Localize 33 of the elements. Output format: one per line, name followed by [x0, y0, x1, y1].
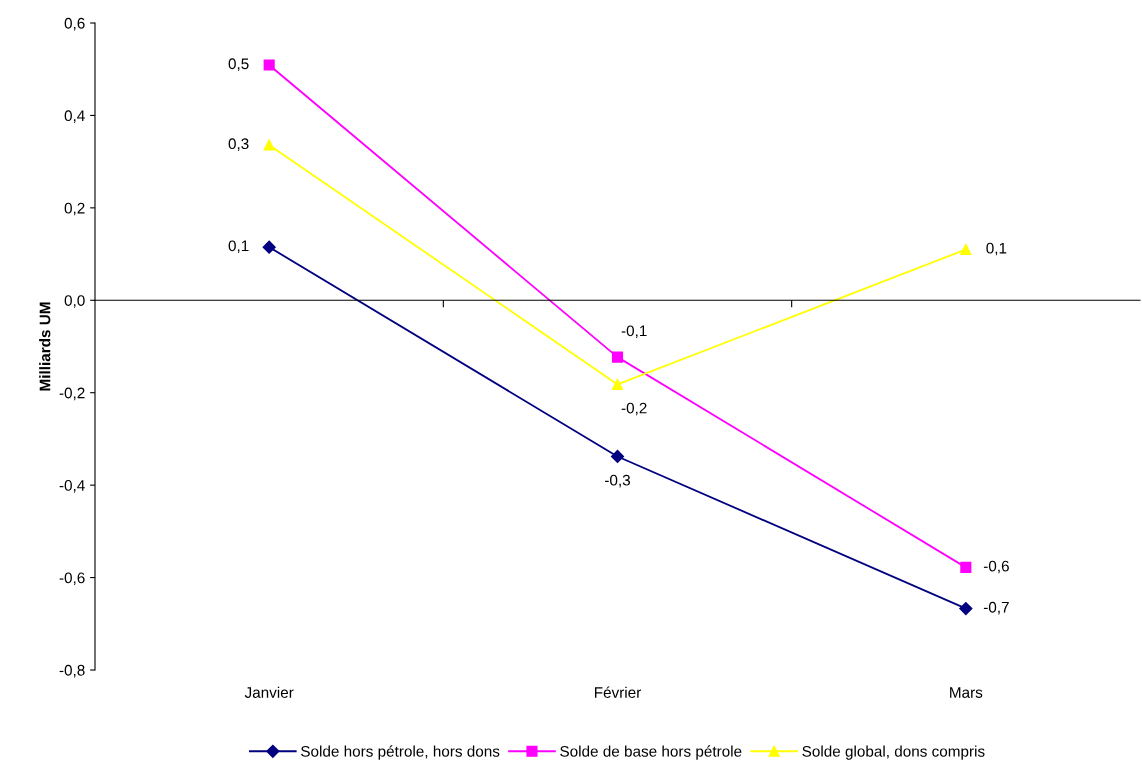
x-tick-label: Janvier [244, 686, 294, 698]
y-axis-title: Milliards UM [39, 302, 51, 391]
y-tick-label: -0,4 [59, 480, 85, 493]
point [262, 240, 276, 254]
data-label: 0,1 [986, 242, 1007, 256]
x-tick-label: Février [594, 686, 642, 698]
point [960, 561, 972, 573]
point [263, 139, 275, 151]
data-label: -0,7 [983, 601, 1009, 615]
data-label: 0,3 [228, 138, 249, 151]
point [960, 243, 972, 256]
x-tick-label: Mars [950, 687, 983, 698]
data-label: 0,1 [228, 240, 249, 254]
y-tick-label: 0,6 [64, 17, 85, 31]
point [611, 378, 624, 390]
y-tick-label: 0,0 [64, 295, 85, 308]
data-label: -0,2 [621, 402, 647, 416]
data-label: -0,3 [605, 474, 630, 488]
y-tick-label: -0,6 [59, 572, 85, 586]
point [610, 449, 625, 464]
point [959, 601, 973, 616]
y-tick-label: 0,4 [64, 110, 85, 123]
y-tick-label: 0,2 [64, 202, 85, 216]
legend-label: Solde global, dons compris [802, 745, 985, 760]
data-label: -0,6 [983, 560, 1009, 574]
y-tick-label: -0,8 [59, 664, 85, 678]
legend-label: Solde de base hors pétrole [560, 745, 742, 760]
data-label: 0,5 [228, 58, 249, 71]
point [611, 351, 624, 363]
y-tick-label: -0,2 [59, 387, 85, 401]
data-label: -0,1 [621, 325, 647, 339]
legend-label: Solde hors pétrole, hors dons [301, 745, 500, 760]
point [263, 59, 275, 71]
